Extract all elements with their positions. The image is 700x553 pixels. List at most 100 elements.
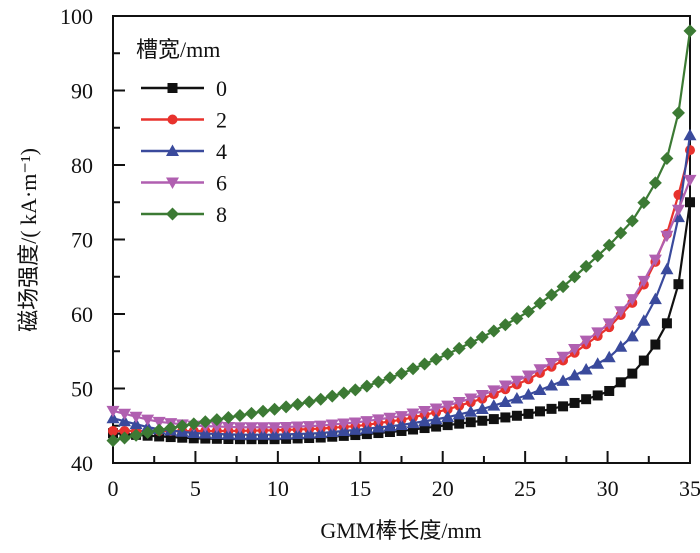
data-point bbox=[511, 410, 522, 421]
data-point bbox=[396, 425, 407, 436]
data-point bbox=[141, 426, 155, 440]
data-point bbox=[210, 421, 224, 434]
data-point bbox=[546, 403, 557, 414]
data-point bbox=[314, 392, 328, 406]
data-point bbox=[568, 270, 582, 284]
data-point bbox=[118, 414, 132, 427]
data-point bbox=[291, 421, 305, 434]
data-point bbox=[129, 417, 143, 430]
legend-marker bbox=[167, 114, 178, 125]
data-point bbox=[683, 174, 697, 187]
data-point bbox=[233, 422, 247, 434]
data-point bbox=[648, 292, 662, 305]
data-point bbox=[279, 427, 293, 440]
data-point bbox=[487, 399, 501, 411]
data-point bbox=[683, 24, 697, 38]
legend-entry: 6 bbox=[141, 171, 227, 196]
data-point bbox=[108, 425, 118, 436]
x-tick-label: 20 bbox=[432, 476, 454, 501]
data-point bbox=[268, 428, 282, 440]
data-point bbox=[442, 420, 453, 431]
data-point bbox=[545, 288, 559, 302]
data-point bbox=[477, 415, 488, 426]
data-point bbox=[129, 411, 143, 424]
data-point bbox=[371, 421, 385, 433]
data-point bbox=[498, 380, 512, 393]
data-point bbox=[591, 357, 605, 369]
legend: 槽宽/mm 0 2 4 6 8 bbox=[136, 37, 227, 227]
legend-entry: 4 bbox=[141, 139, 227, 164]
data-point bbox=[106, 405, 120, 418]
data-point bbox=[487, 324, 501, 338]
legend-label: 4 bbox=[216, 139, 227, 164]
data-point bbox=[615, 377, 626, 388]
legend-entry: 2 bbox=[141, 108, 227, 133]
legend-marker bbox=[166, 207, 179, 221]
data-point bbox=[302, 421, 316, 433]
data-point bbox=[187, 417, 201, 431]
x-tick-label: 5 bbox=[190, 476, 201, 501]
data-point bbox=[314, 420, 328, 433]
data-point bbox=[533, 364, 547, 376]
legend-title: 槽宽/mm bbox=[136, 37, 220, 62]
data-point bbox=[406, 416, 420, 429]
legend-entry: 8 bbox=[141, 202, 227, 227]
data-point bbox=[452, 341, 466, 355]
data-point bbox=[268, 422, 282, 434]
data-point bbox=[429, 403, 443, 416]
data-point bbox=[683, 128, 697, 141]
x-tick-label: 30 bbox=[597, 476, 619, 501]
data-point bbox=[614, 340, 628, 352]
data-point bbox=[521, 305, 535, 319]
data-point bbox=[464, 393, 478, 406]
data-point bbox=[475, 330, 489, 344]
data-point bbox=[384, 427, 395, 438]
data-point bbox=[371, 375, 385, 389]
data-point bbox=[648, 176, 662, 190]
data-point bbox=[556, 374, 570, 386]
data-point bbox=[510, 391, 524, 404]
data-point bbox=[418, 414, 432, 427]
data-point bbox=[268, 402, 282, 416]
data-point bbox=[614, 226, 628, 240]
data-point bbox=[244, 406, 258, 420]
data-point bbox=[648, 254, 662, 267]
data-point bbox=[233, 428, 247, 440]
legend-label: 6 bbox=[216, 171, 227, 196]
data-point bbox=[498, 318, 512, 332]
data-point bbox=[395, 411, 408, 423]
x-tick-label: 10 bbox=[267, 476, 289, 501]
data-point bbox=[498, 395, 512, 408]
y-tick-label: 40 bbox=[71, 451, 93, 476]
data-point bbox=[521, 388, 535, 400]
data-point bbox=[418, 357, 432, 371]
data-point bbox=[348, 423, 362, 435]
data-point bbox=[325, 425, 339, 438]
data-point bbox=[118, 408, 132, 421]
data-point bbox=[395, 367, 408, 381]
data-point bbox=[244, 428, 258, 440]
data-point bbox=[188, 433, 199, 444]
data-point bbox=[650, 339, 661, 350]
data-point bbox=[627, 368, 638, 379]
data-point bbox=[175, 419, 189, 433]
y-tick-label: 90 bbox=[71, 79, 93, 104]
data-point bbox=[671, 106, 685, 120]
legend-label: 8 bbox=[216, 202, 227, 227]
data-point bbox=[165, 432, 176, 443]
data-point bbox=[510, 311, 524, 325]
data-point bbox=[452, 397, 466, 409]
data-point bbox=[487, 385, 501, 397]
data-point bbox=[360, 422, 374, 434]
legend-marker bbox=[167, 83, 178, 93]
data-point bbox=[569, 397, 580, 408]
data-point bbox=[661, 318, 672, 329]
plot-frame bbox=[112, 15, 691, 464]
legend-marker bbox=[166, 177, 179, 189]
data-point bbox=[556, 351, 570, 364]
series-8 bbox=[106, 24, 697, 448]
data-point bbox=[350, 430, 361, 441]
data-point bbox=[221, 427, 235, 440]
data-point bbox=[614, 306, 628, 318]
data-point bbox=[673, 279, 684, 290]
